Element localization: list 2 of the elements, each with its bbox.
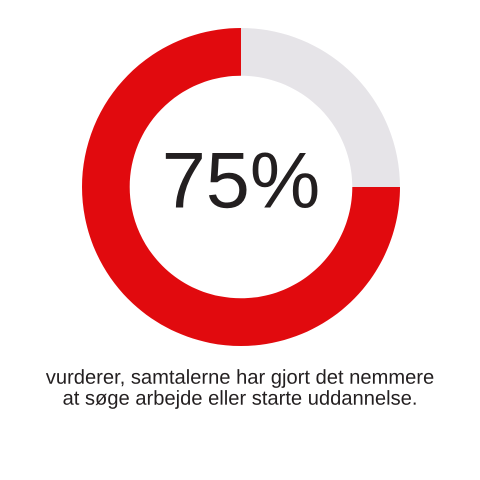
data-label: 75% [166, 152, 318, 208]
text: vurderer, samtalerne har gjort det nemmere at søge arbejde eller starte uddannelse. [46, 369, 434, 409]
